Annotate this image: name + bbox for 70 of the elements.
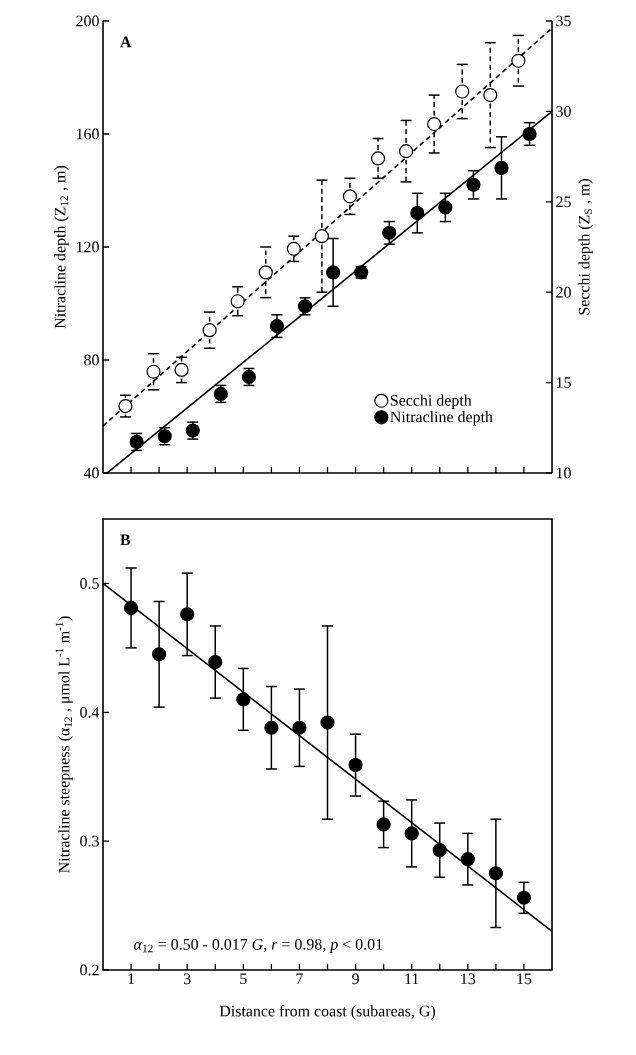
x-tick-label: 7 <box>296 973 303 984</box>
point <box>326 265 341 280</box>
y-tick-label: 160 <box>76 128 99 140</box>
point <box>208 654 223 670</box>
point <box>455 84 470 99</box>
point <box>511 53 526 68</box>
point <box>488 866 503 881</box>
text: A <box>120 36 132 48</box>
point <box>348 758 363 773</box>
y-tick-label: 200 <box>76 15 99 27</box>
point <box>314 229 329 244</box>
point <box>286 241 301 256</box>
point <box>320 715 335 730</box>
point <box>292 720 307 735</box>
point <box>123 600 139 615</box>
point <box>427 116 442 132</box>
y2-tick-label: 30 <box>556 106 571 117</box>
point <box>410 206 425 221</box>
point <box>432 843 447 858</box>
point <box>180 607 195 622</box>
point <box>483 88 498 103</box>
point <box>399 144 414 159</box>
x-tick-label: 13 <box>461 973 476 985</box>
y-tick-label: 0.5 <box>80 578 99 589</box>
point <box>230 294 245 309</box>
x-tick-label: 1 <box>128 973 135 985</box>
text: B <box>120 534 131 546</box>
x-tick-label: 15 <box>517 973 532 985</box>
x-tick-label: 3 <box>183 973 191 985</box>
point <box>494 160 509 175</box>
y-axis-title: Nitracline depth (Z$_{12}$ , m) <box>54 165 69 329</box>
point <box>404 826 419 841</box>
y-tick-label: 80 <box>84 354 99 366</box>
point <box>236 692 251 707</box>
point <box>516 890 532 905</box>
point <box>118 399 133 414</box>
point <box>376 817 391 832</box>
x-tick-label: 9 <box>352 973 359 985</box>
point <box>202 323 217 338</box>
point <box>269 319 285 334</box>
point <box>146 364 161 379</box>
y-tick-label: 0.3 <box>80 835 99 847</box>
y2-tick-label: 25 <box>556 196 571 208</box>
y-tick-label: 40 <box>83 467 99 479</box>
point <box>438 200 453 215</box>
legend-label: Nitracline depth <box>390 411 493 426</box>
x-tick-label: 5 <box>240 973 247 985</box>
x-tick-label: 11 <box>405 973 419 985</box>
point <box>264 720 279 735</box>
x-axis-title: Distance from coast (subareas, G) <box>219 1005 436 1020</box>
text: α$_{12}$ = 0.50 - 0.017 G, r = 0.98, p < 0.01 <box>133 938 383 953</box>
y2-tick-label: 35 <box>556 15 571 27</box>
y2-tick-label: 15 <box>556 377 571 388</box>
y2-axis-title: Secchi depth (Z$_{S}$ , m) <box>578 179 593 315</box>
point <box>522 126 537 142</box>
point <box>370 151 386 166</box>
point <box>174 362 189 378</box>
legend-label: Secchi depth <box>390 394 472 409</box>
y-axis-title: Nitracline steepness (α$_{12}$ , μmol L$^{-1}$ m$^{-1}$) <box>55 616 73 873</box>
y2-tick-label: 10 <box>556 467 571 479</box>
point <box>466 177 481 192</box>
y-tick-label: 120 <box>76 241 99 253</box>
y-tick-label: 0.2 <box>80 964 99 976</box>
y2-tick-label: 20 <box>556 286 571 298</box>
point <box>460 852 475 867</box>
point <box>152 647 167 662</box>
point <box>382 225 397 240</box>
y-tick-label: 0.4 <box>80 706 100 718</box>
point <box>342 189 358 204</box>
point <box>258 265 273 280</box>
